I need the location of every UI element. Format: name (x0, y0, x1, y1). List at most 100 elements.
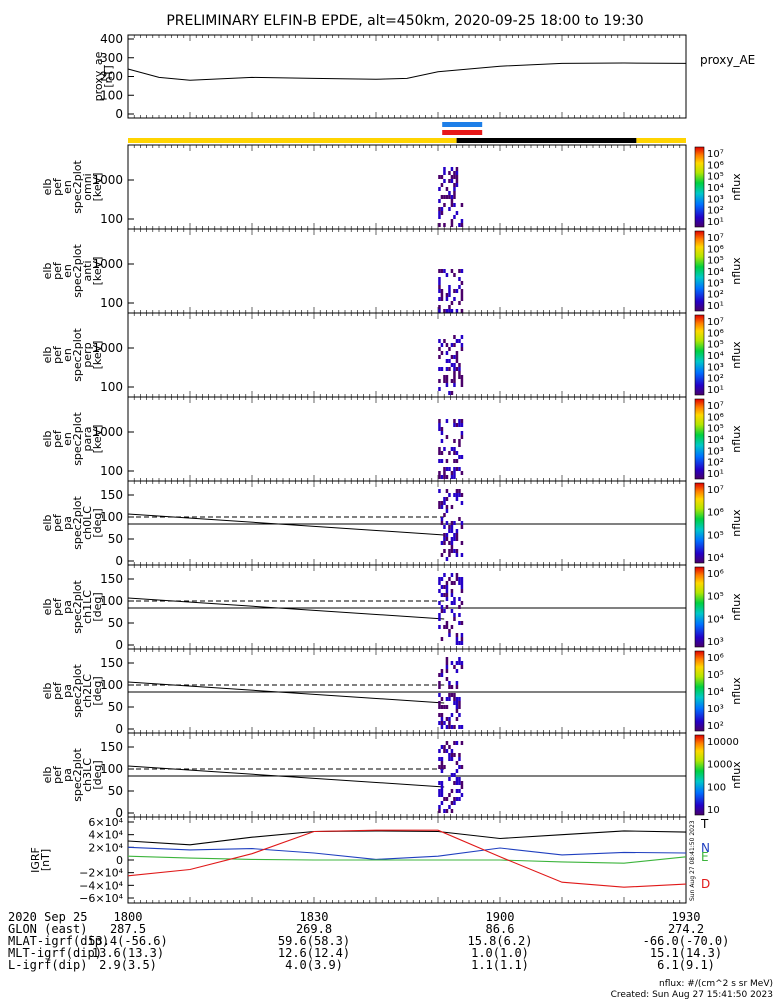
proxy-ae-tick-label: 200 (100, 70, 123, 84)
spectrogram-cell (458, 581, 461, 585)
ylabel-line: ch1LC (81, 590, 94, 624)
spectrogram-cell (455, 577, 459, 581)
ylabel-line: pef (51, 681, 64, 700)
colorbar-tick-label: 10¹ (707, 469, 724, 480)
spectrogram-cell (438, 305, 441, 309)
spectrogram-cell (460, 633, 464, 637)
ylabel-line: ch3LC (81, 758, 94, 792)
proxy-ae-ylabel: proxy_ae[nT] (92, 51, 115, 101)
spectrogram-cell (445, 677, 449, 681)
spectrogram-cell (445, 195, 449, 199)
spectrogram-cell (450, 167, 454, 171)
spectrogram-cell (443, 203, 446, 207)
pa-tick-label: 50 (108, 700, 123, 714)
ylabel-line: en (61, 264, 74, 278)
ylabel-line: en (61, 432, 74, 446)
colorbar-tick-label: 10³ (707, 194, 724, 205)
spectrogram-cell (460, 281, 464, 285)
pa-tick-label: 0 (115, 806, 123, 820)
spectrogram-cell (438, 625, 441, 629)
spectrogram-cell (440, 637, 444, 641)
spectrogram-cell (455, 339, 459, 343)
spectrogram-cell (450, 529, 454, 533)
spectrogram-cell (438, 277, 441, 281)
spectrogram-cell (448, 757, 451, 761)
spectrogram-cell (460, 289, 464, 293)
spectrogram-cell (455, 423, 459, 427)
pa-tick-label: 150 (100, 572, 123, 586)
ylabel-line: pef (51, 429, 64, 448)
colorbar-label-text: nflux (730, 509, 743, 537)
spectrogram-cell (445, 717, 449, 721)
colorbar-tick-label: 10⁵ (707, 530, 724, 541)
spectrogram-cell (445, 593, 449, 597)
spectrogram-cell (443, 549, 446, 553)
pa-tick-label: 0 (115, 638, 123, 652)
spectrogram-cell (458, 277, 461, 281)
spectrogram-cell (448, 293, 451, 297)
spectrogram-cell (455, 669, 459, 673)
spectrogram-cell (458, 713, 461, 717)
spectrogram-cell (440, 793, 444, 797)
spectrogram-cell (450, 713, 454, 717)
spectrogram-cell (450, 521, 454, 525)
spectrogram-cell (453, 601, 456, 605)
spectrogram-cell (450, 753, 454, 757)
row-label-l: L-igrf(dip) (8, 958, 87, 972)
igrf-label-N: N (701, 841, 710, 855)
spectrogram-cell (445, 665, 449, 669)
spectrogram-cell (448, 305, 451, 309)
spectrogram-cell (445, 293, 449, 297)
spectrogram-cell (453, 697, 456, 701)
spectrogram-cell (448, 693, 451, 697)
spectrogram-cell (458, 657, 461, 661)
spectrogram-cell (438, 379, 441, 383)
spectrogram-cell (450, 525, 454, 529)
spectrogram-cell (438, 617, 441, 621)
pa-tick-label: 50 (108, 532, 123, 546)
spectrogram-cell (438, 419, 441, 423)
spectrogram-cell (440, 697, 444, 701)
spectrogram-cell (438, 355, 441, 359)
time-1900: 1900 (486, 910, 515, 924)
spectrogram-cell (458, 641, 461, 645)
spectrogram-cell (450, 801, 454, 805)
spectrogram-cell (448, 451, 451, 455)
spectrogram-cell (450, 179, 454, 183)
colorbar-label-text: nflux (730, 677, 743, 705)
spectrogram-cell (453, 355, 456, 359)
spectrogram-cell (443, 179, 446, 183)
spectrogram-cell (458, 621, 461, 625)
spectrogram-cell (443, 475, 446, 479)
pa-tick-label: 0 (115, 554, 123, 568)
spectrogram-cell (450, 537, 454, 541)
spectrogram-cell (453, 363, 456, 367)
spectrogram-cell (460, 521, 464, 525)
spectrogram-cell (455, 661, 459, 665)
spectrogram-cell (443, 195, 446, 199)
energy-tick-label: 1000 (92, 425, 123, 439)
spectrogram-cell (438, 207, 441, 211)
spectrogram-cell (453, 581, 456, 585)
spectrogram-cell (450, 809, 454, 813)
spectrogram-cell (455, 451, 459, 455)
spectrogram-cell (448, 367, 451, 371)
colorbar-tick-label: 10⁶ (707, 653, 724, 664)
colorbar-tick-label: 10⁷ (707, 233, 724, 244)
spectrogram-cell (438, 367, 441, 371)
spectrogram-cell (438, 589, 441, 593)
ylabel-line: spec2plot (71, 244, 84, 298)
energy-tick-label: 100 (100, 296, 123, 310)
spectrogram-cell (460, 661, 464, 665)
spectrogram-cell (450, 309, 454, 313)
spectrogram-cell (460, 725, 464, 729)
spectrogram-cell (440, 673, 444, 677)
ylabel-line: [nT] (39, 849, 52, 871)
spectrogram-cell (443, 339, 446, 343)
igrf-tick-label: 4×10⁴ (88, 829, 123, 842)
spectrogram-cell (440, 553, 444, 557)
spectrogram-cell (460, 435, 464, 439)
spectrogram-cell (458, 367, 461, 371)
science-zone-bar-red (442, 130, 483, 135)
